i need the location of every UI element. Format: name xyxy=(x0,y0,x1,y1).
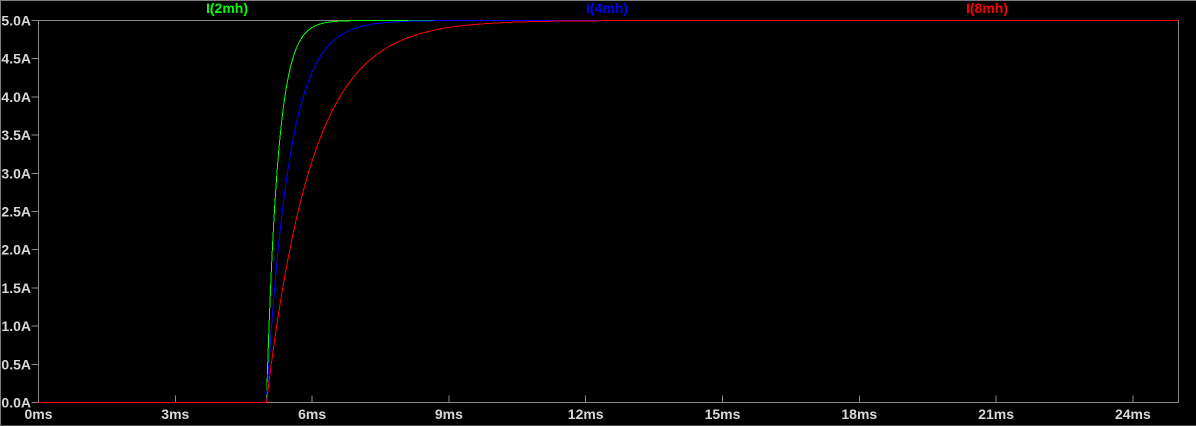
y-axis-tick-label: 0.5A xyxy=(1,356,31,372)
x-axis-tick-label: 24ms xyxy=(1115,406,1151,422)
x-axis-tick-label: 0ms xyxy=(24,406,52,422)
trace-i8mh[interactable] xyxy=(38,20,1179,403)
trace-label-i2mh[interactable]: I(2mh) xyxy=(206,0,248,16)
y-axis-tick-label: 4.5A xyxy=(1,51,31,67)
trace-label-i8mh[interactable]: I(8mh) xyxy=(966,0,1008,16)
x-axis-tick-label: 18ms xyxy=(841,406,877,422)
x-axis-tick-label: 3ms xyxy=(161,406,189,422)
plot-border xyxy=(38,20,1179,403)
y-axis-tick-label: 0.0A xyxy=(1,395,31,411)
y-axis-tick-label: 4.0A xyxy=(1,89,31,105)
x-axis-tick-label: 15ms xyxy=(705,406,741,422)
y-axis-tick-label: 5.0A xyxy=(1,13,31,29)
x-axis-tick-label: 9ms xyxy=(435,406,463,422)
y-axis-tick-label: 3.5A xyxy=(1,127,31,143)
trace-i2mh[interactable] xyxy=(38,20,1179,403)
x-axis-tick-label: 21ms xyxy=(978,406,1014,422)
y-axis-tick-label: 3.0A xyxy=(1,165,31,181)
y-axis-tick-label: 2.5A xyxy=(1,204,31,220)
trace-label-i4mh[interactable]: I(4mh) xyxy=(586,0,628,16)
y-axis-tick-label: 1.0A xyxy=(1,318,31,334)
x-axis-tick-label: 12ms xyxy=(568,406,604,422)
y-axis-tick-label: 2.0A xyxy=(1,242,31,258)
x-axis-tick-label: 6ms xyxy=(298,406,326,422)
trace-i4mh[interactable] xyxy=(38,20,1179,403)
y-axis-tick-label: 1.5A xyxy=(1,280,31,296)
